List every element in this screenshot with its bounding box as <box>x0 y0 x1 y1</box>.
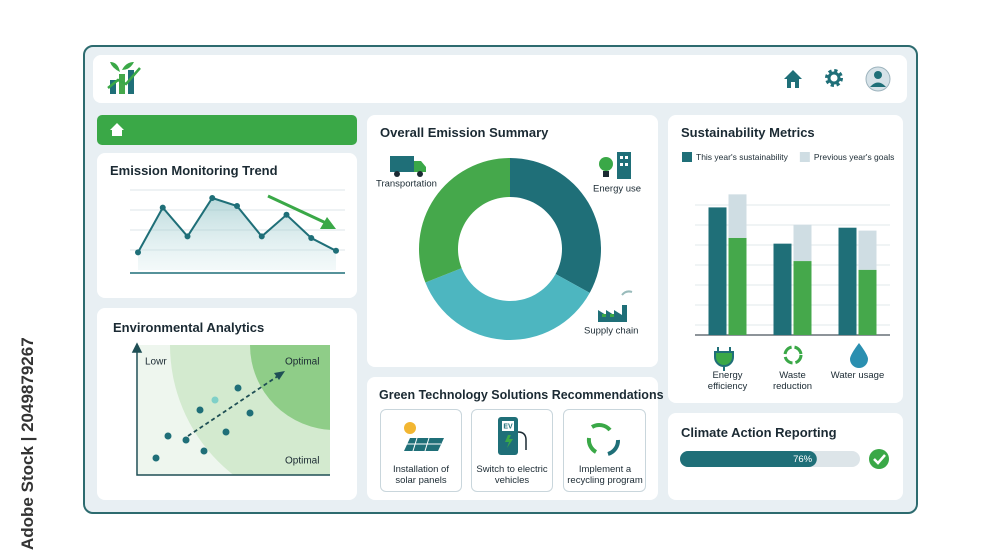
environmental-analytics-panel <box>97 308 357 500</box>
recommendation-text: Installation of solar panels <box>393 464 449 486</box>
panel-title: Environmental Analytics <box>113 320 265 335</box>
panel-title: Overall Emission Summary <box>380 125 549 140</box>
recommendation-card[interactable] <box>563 409 646 492</box>
sustainability-panel <box>668 115 903 403</box>
recommendation-card[interactable] <box>471 409 553 492</box>
x-category-label: Water usage <box>830 370 885 381</box>
panel-title: Sustainability Metrics <box>681 125 815 140</box>
panel-title: Green Technology Solutions Recommendatio… <box>379 388 664 402</box>
panel-title: Climate Action Reporting <box>681 425 837 440</box>
recommendation-text: Switch to electric vehicles <box>476 464 548 486</box>
recommendation-text: Implement a recycling program <box>567 464 643 486</box>
x-category-label: Waste reduction <box>772 370 813 392</box>
watermark: Adobe Stock | 2049879267 <box>18 337 37 550</box>
x-category-label: Energy efficiency <box>707 370 748 392</box>
home-banner[interactable] <box>97 115 357 145</box>
header-bar <box>93 55 907 103</box>
emission-summary-panel <box>367 115 658 367</box>
recommendation-card[interactable] <box>380 409 462 492</box>
panel-title: Emission Monitoring Trend <box>110 163 278 178</box>
